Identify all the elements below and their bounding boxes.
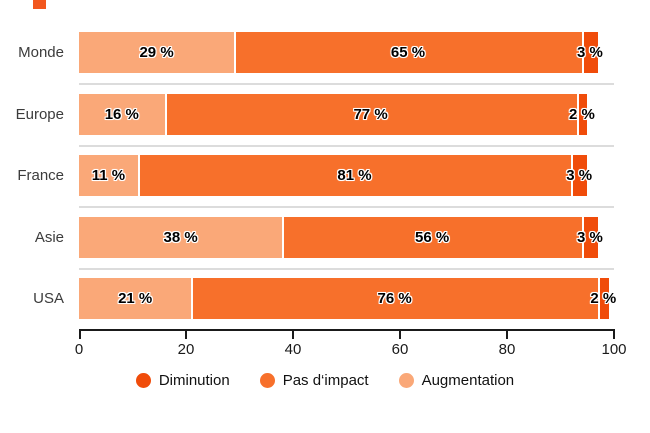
category-label-monde: Monde	[18, 44, 64, 61]
bar-segment-pas-d-impact	[164, 93, 577, 135]
bar-segment-augmentation	[79, 93, 165, 135]
value-label-usa-diminution: 2 %	[590, 290, 617, 307]
legend-marker-diminution	[135, 373, 151, 388]
bar-segment-pas-d-impact	[191, 278, 598, 319]
x-axis-tick-label: 60	[391, 341, 409, 358]
value-label-asie-diminution: 3 %	[576, 228, 603, 246]
value-label-france-diminution: 3 %	[566, 167, 593, 184]
legend-item-label: Diminution	[158, 372, 230, 389]
bar-segment-diminution	[576, 93, 588, 135]
category-label-usa: USA	[33, 290, 64, 307]
bar-segment-pas-d-impact	[234, 32, 582, 73]
category-label-europe: Europe	[15, 105, 64, 123]
row-separator	[79, 83, 614, 85]
x-axis-tick-label: 20	[177, 341, 195, 358]
bar-segment-pas-d-impact	[282, 216, 582, 258]
legend: Diminution Pas d‘impact Augmentation	[0, 372, 650, 389]
row-separator	[79, 267, 614, 270]
value-label-europe-augmentation: 16 %	[104, 105, 139, 123]
row-separator	[79, 144, 614, 147]
x-axis-tick-label: 100	[601, 341, 627, 358]
value-label-france-pas-d-impact: 81 %	[337, 167, 372, 184]
x-axis-line	[79, 329, 615, 331]
value-label-monde-pas-d-impact: 65 %	[390, 44, 426, 61]
legend-item-diminution: Diminution	[135, 372, 230, 389]
x-axis-tick-label: 40	[284, 341, 302, 358]
bar-segment-pas-d-impact	[137, 155, 572, 196]
legend-item-label: Augmentation	[421, 372, 515, 389]
x-axis-tick	[399, 329, 401, 339]
x-axis-tick	[613, 329, 615, 339]
x-axis-tick-label: 0	[74, 341, 84, 358]
bar-segment-augmentation	[79, 278, 192, 319]
value-label-usa-pas-d-impact: 76 %	[377, 290, 412, 307]
value-label-asie-pas-d-impact: 56 %	[414, 228, 450, 246]
x-axis-tick	[79, 329, 81, 339]
legend-item-label: Pas d‘impact	[282, 372, 369, 389]
x-axis-tick	[185, 329, 187, 339]
value-label-asie-augmentation: 38 %	[163, 228, 198, 246]
row-separator	[79, 206, 614, 208]
legend-marker-augmentation	[398, 373, 414, 388]
bar-segment-diminution	[571, 155, 588, 196]
category-label-asie: Asie	[34, 228, 64, 246]
bar-segment-augmentation	[79, 216, 283, 258]
bar-segment-augmentation	[79, 155, 138, 196]
value-label-usa-augmentation: 21 %	[118, 290, 153, 307]
value-label-europe-pas-d-impact: 77 %	[353, 105, 388, 123]
bar-segment-diminution	[581, 216, 598, 258]
value-label-monde-diminution: 3 %	[576, 44, 603, 61]
bar-segment-diminution	[581, 32, 598, 73]
bar-segment-augmentation	[79, 32, 235, 73]
decorative-top-square	[33, 0, 46, 9]
legend-item-pas-d-impact: Pas d‘impact	[259, 372, 369, 389]
x-axis-tick-label: 80	[498, 341, 516, 358]
x-axis-tick	[506, 329, 508, 339]
value-label-monde-augmentation: 29 %	[139, 44, 174, 61]
value-label-europe-diminution: 2 %	[568, 105, 595, 123]
value-label-france-augmentation: 11 %	[91, 167, 126, 184]
legend-item-augmentation: Augmentation	[398, 372, 515, 389]
category-label-france: France	[17, 167, 64, 184]
legend-marker-pas-d-impact	[259, 373, 275, 388]
x-axis-tick	[292, 329, 294, 339]
bar-segment-diminution	[597, 278, 609, 319]
